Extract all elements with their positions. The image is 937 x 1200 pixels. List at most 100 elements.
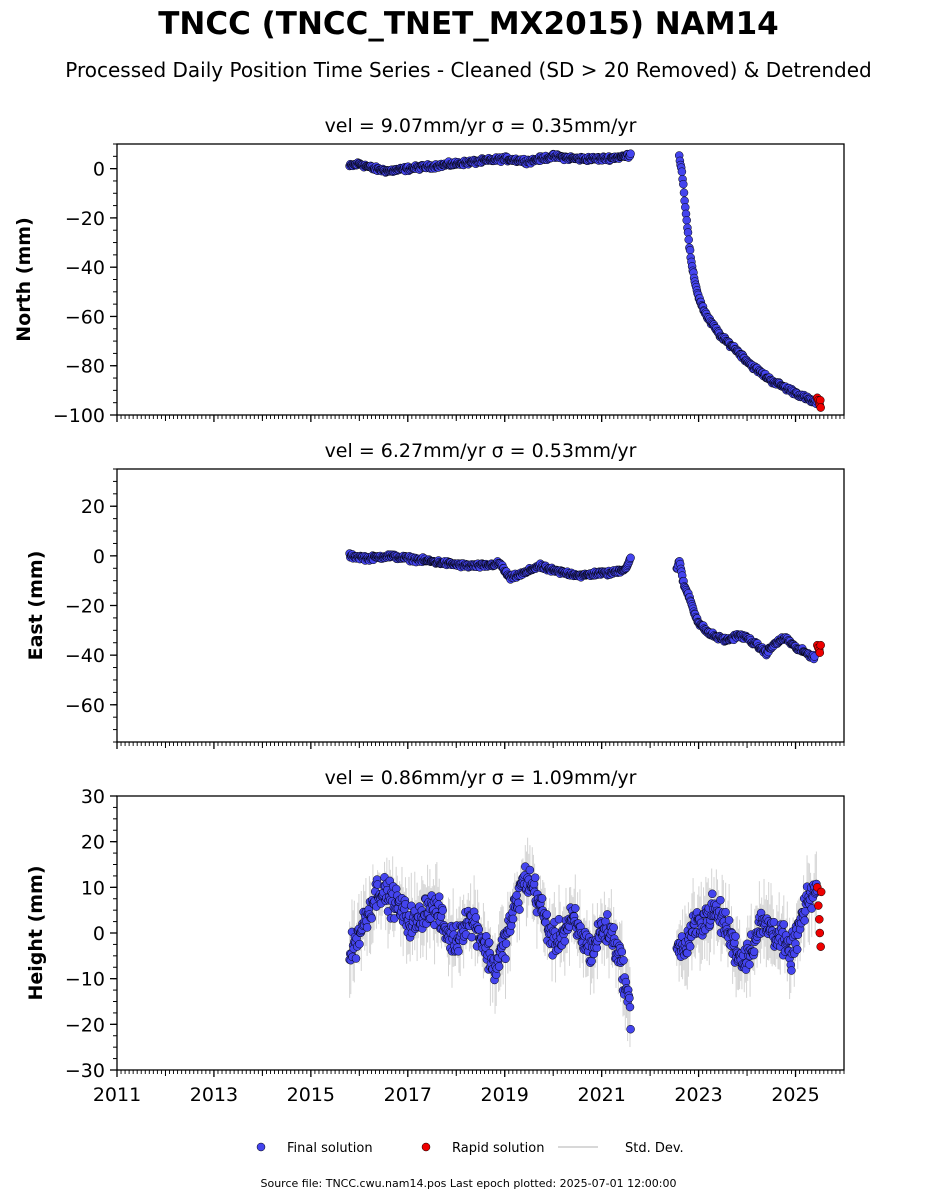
final-solution-point <box>542 910 552 919</box>
final-solution-point <box>609 923 618 932</box>
figure-subtitle: Processed Daily Position Time Series - C… <box>65 58 872 82</box>
y-axis-label: East (mm) <box>25 551 47 661</box>
final-solution-point <box>467 932 477 942</box>
y-tick-label: −20 <box>65 596 105 618</box>
legend-final-label: Final solution <box>287 1141 373 1156</box>
final-solution-point <box>603 910 612 919</box>
final-solution-point <box>355 939 364 949</box>
x-tick-label: 2021 <box>577 1084 625 1106</box>
y-tick-label: −30 <box>65 1060 105 1082</box>
y-tick-label: −60 <box>65 306 105 328</box>
final-solution-point <box>677 167 687 176</box>
axes-frame <box>116 468 845 743</box>
rapid-solution-point <box>814 901 823 910</box>
final-solution-point <box>800 916 809 925</box>
final-solution-point <box>554 914 564 924</box>
final-solution-point <box>471 913 481 922</box>
y-tick-label: −40 <box>65 645 105 667</box>
panel-title: vel = 6.27mm/yr σ = 0.53mm/yr <box>325 440 637 462</box>
final-solution-point <box>619 956 628 965</box>
final-solution-point <box>787 966 796 975</box>
rapid-solution-point <box>816 942 825 951</box>
final-solution-point <box>708 889 717 899</box>
final-solution-point <box>745 960 754 969</box>
final-solution-point <box>625 1002 635 1012</box>
x-tick-label: 2025 <box>771 1084 819 1106</box>
final-solution-point <box>724 916 734 925</box>
x-tick-label: 2015 <box>287 1084 335 1106</box>
y-tick-label: 30 <box>81 786 105 808</box>
final-solution-point <box>684 235 693 244</box>
y-tick-label: 20 <box>81 496 105 518</box>
final-solution-point <box>484 938 494 947</box>
axes-frame <box>116 143 845 416</box>
rapid-solution-point <box>816 887 826 897</box>
y-tick-label: −60 <box>65 695 105 717</box>
final-solution-point <box>779 920 789 929</box>
y-tick-label: −10 <box>65 969 105 991</box>
final-solution-point <box>626 553 635 563</box>
final-solution-point <box>501 954 510 964</box>
final-solution-point <box>571 904 580 913</box>
final-solution-point <box>537 894 547 903</box>
y-axis-label: Height (mm) <box>25 865 47 1000</box>
final-solution-point <box>525 865 535 875</box>
x-tick-label: 2017 <box>384 1084 432 1106</box>
final-solution-point <box>721 907 730 917</box>
final-solution-point <box>530 873 540 882</box>
final-solution-point <box>683 228 693 237</box>
final-solution-point <box>792 945 802 954</box>
y-tick-label: 0 <box>93 923 105 945</box>
final-solution-point <box>679 188 689 197</box>
final-solution-point <box>587 956 596 966</box>
y-tick-label: −20 <box>65 208 105 230</box>
y-tick-label: 10 <box>81 877 105 899</box>
legend-rapid-marker <box>421 1142 431 1152</box>
final-solution-point <box>362 923 372 932</box>
legend-std-label: Std. Dev. <box>625 1141 684 1156</box>
y-tick-label: 20 <box>81 832 105 854</box>
x-tick-label: 2023 <box>674 1084 722 1106</box>
legend-final-marker <box>256 1142 266 1152</box>
source-footer: Source file: TNCC.cwu.nam14.pos Last epo… <box>260 1177 677 1190</box>
final-solution-point <box>454 947 463 956</box>
rapid-solution-point <box>815 915 824 924</box>
final-solution-point <box>682 216 691 225</box>
final-solution-point <box>626 149 635 158</box>
final-solution-point <box>367 914 376 923</box>
final-solution-point <box>474 925 484 934</box>
y-tick-label: −40 <box>65 257 105 279</box>
final-solution-point <box>626 1024 635 1034</box>
panel-title: vel = 0.86mm/yr σ = 1.09mm/yr <box>325 767 637 789</box>
rapid-solution-point <box>816 640 825 650</box>
y-axis-label: North (mm) <box>13 217 35 342</box>
final-solution-point <box>560 936 570 946</box>
y-tick-label: −80 <box>65 356 105 378</box>
final-solution-point <box>731 932 740 941</box>
rapid-solution-point <box>815 928 825 938</box>
final-solution-point <box>351 954 361 963</box>
rapid-solution-point <box>815 648 825 657</box>
legend-rapid-label: Rapid solution <box>452 1141 544 1156</box>
y-tick-label: 0 <box>93 159 105 181</box>
final-solution-point <box>716 895 725 905</box>
final-solution-point <box>685 245 695 255</box>
final-solution-point <box>679 179 688 189</box>
final-solution-point <box>501 939 511 948</box>
final-solution-point <box>625 993 634 1003</box>
x-tick-label: 2011 <box>93 1084 141 1106</box>
final-solution-point <box>617 947 627 957</box>
final-solution-point <box>438 906 447 915</box>
rapid-solution-point <box>816 395 825 405</box>
rapid-solution-point <box>816 403 825 412</box>
final-solution-point <box>512 891 521 900</box>
y-tick-label: −20 <box>65 1014 105 1036</box>
y-tick-label: −100 <box>53 405 105 427</box>
final-solution-point <box>434 892 444 901</box>
x-tick-label: 2019 <box>481 1084 529 1106</box>
x-tick-label: 2013 <box>190 1084 238 1106</box>
y-tick-label: 0 <box>93 546 105 568</box>
final-solution-point <box>515 905 524 914</box>
panel-title: vel = 9.07mm/yr σ = 0.35mm/yr <box>325 115 637 137</box>
